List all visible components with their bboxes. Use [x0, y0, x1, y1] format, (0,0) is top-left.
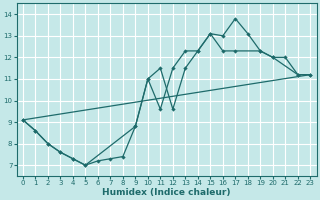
X-axis label: Humidex (Indice chaleur): Humidex (Indice chaleur) — [102, 188, 231, 197]
